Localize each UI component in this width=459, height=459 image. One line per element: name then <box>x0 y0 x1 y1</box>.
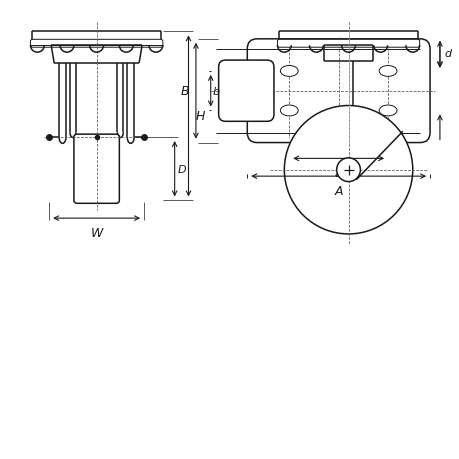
Circle shape <box>336 158 359 182</box>
Text: b: b <box>212 86 219 96</box>
Circle shape <box>284 106 412 235</box>
Ellipse shape <box>280 106 297 117</box>
Text: W: W <box>90 227 103 240</box>
FancyBboxPatch shape <box>74 135 119 204</box>
Text: D: D <box>177 164 186 174</box>
FancyBboxPatch shape <box>218 61 274 122</box>
FancyBboxPatch shape <box>30 40 162 48</box>
FancyBboxPatch shape <box>277 40 419 48</box>
Ellipse shape <box>378 106 396 117</box>
Text: B: B <box>180 85 189 98</box>
FancyBboxPatch shape <box>247 40 429 143</box>
Text: H: H <box>195 110 204 123</box>
Text: A: A <box>334 185 342 198</box>
Ellipse shape <box>280 67 297 77</box>
Text: a: a <box>334 167 342 180</box>
Text: d: d <box>444 49 451 59</box>
Ellipse shape <box>378 67 396 77</box>
